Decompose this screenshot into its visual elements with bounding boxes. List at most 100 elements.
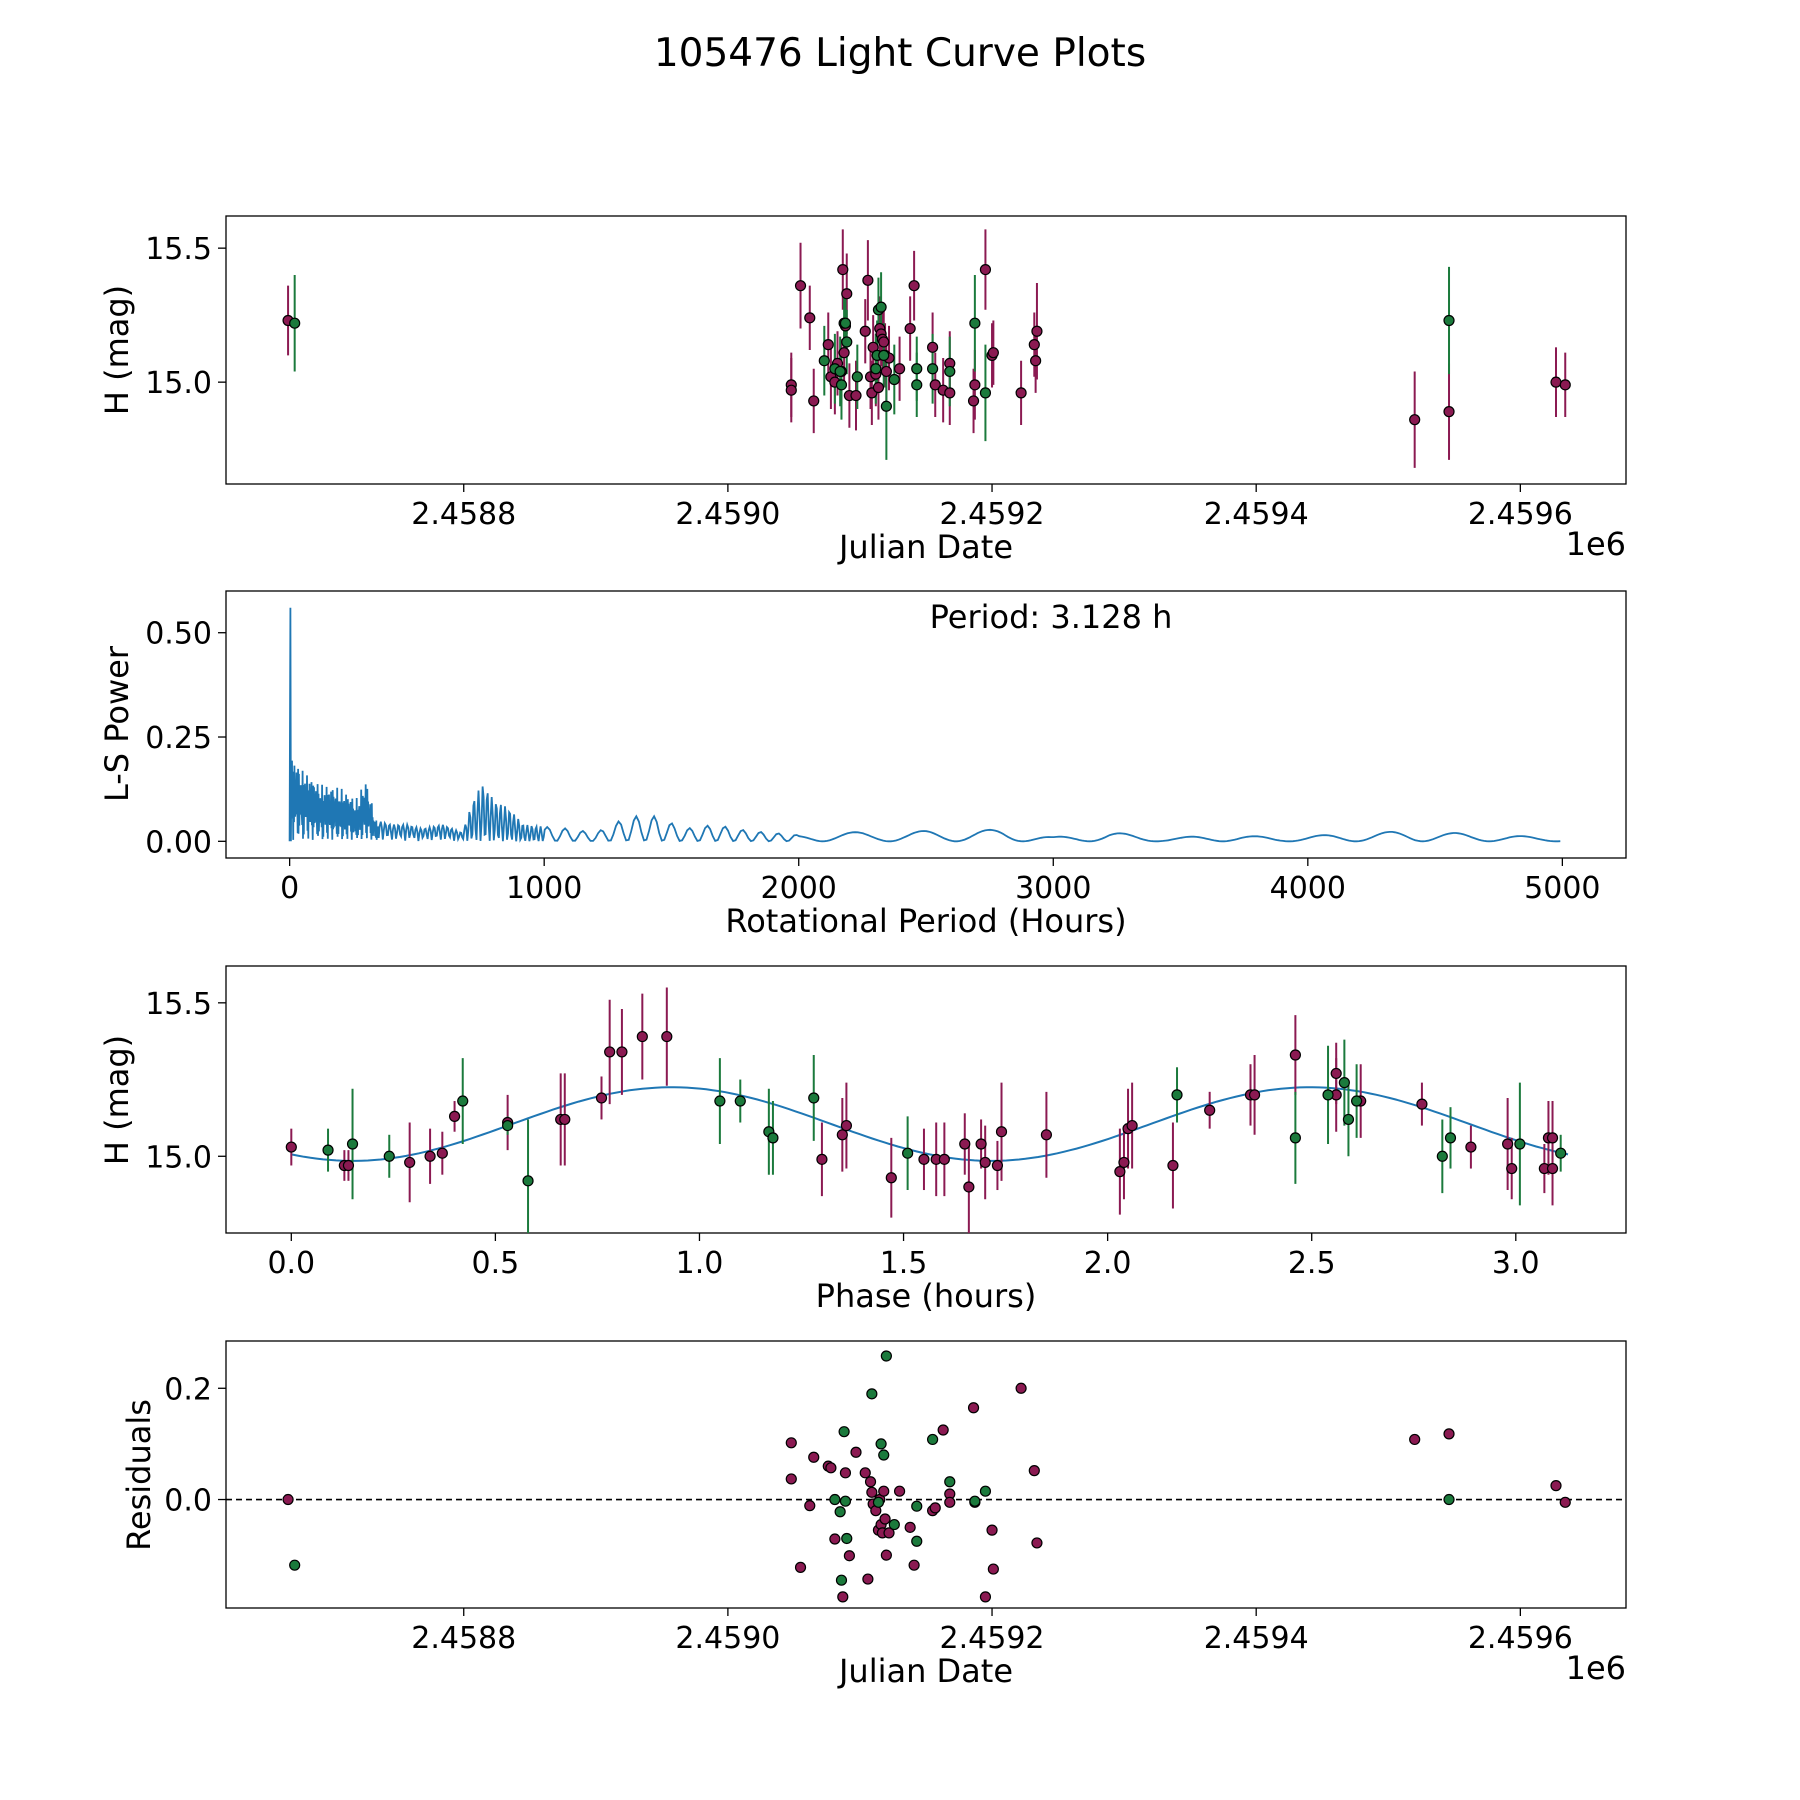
data-point-g [979, 1485, 992, 1497]
x-tick-label: 2.4594 [1204, 497, 1309, 532]
data-point-r [1559, 1496, 1571, 1508]
x-tick-label: 2.5 [1288, 1246, 1336, 1281]
data-point-r [904, 322, 916, 335]
data-point-g [911, 1535, 923, 1547]
data-point-r [808, 395, 820, 407]
figure-title: 105476 Light Curve Plots [654, 31, 1146, 76]
x-tick-label: 2.4596 [1468, 1621, 1573, 1656]
data-point-r [436, 1147, 448, 1159]
data-point-g [818, 355, 830, 367]
phase-marks [285, 987, 1569, 1233]
data-point-r [1118, 1156, 1130, 1169]
phase-ticks: 0.0 0.5 1.0 1.5 2.0 2.5 3.0 15.0 15.5 [145, 987, 1539, 1281]
data-point-r [837, 264, 849, 276]
x-tick-label: 3000 [1015, 871, 1091, 906]
x-tick-label: 3.0 [1492, 1246, 1540, 1281]
data-point-g [875, 1438, 887, 1450]
data-point-r [1443, 1428, 1455, 1440]
data-point-r [850, 389, 862, 402]
data-point-r [838, 347, 850, 359]
data-point-r [880, 1549, 892, 1561]
data-point-r [987, 347, 999, 359]
x-tick-label: 0.5 [472, 1246, 520, 1281]
x-tick-label: 2.4588 [411, 1621, 516, 1656]
data-point-r [927, 341, 939, 353]
light-curve-marks [282, 229, 1571, 468]
light-curve-x-offset: 1e6 [1566, 525, 1626, 563]
data-point-r [794, 280, 807, 292]
data-point-r [836, 1129, 848, 1141]
data-point-r [878, 1485, 890, 1497]
data-point-r [843, 1550, 855, 1562]
periodogram-ylabel: L-S Power [98, 645, 136, 802]
light-curve-ylabel: H (mag) [98, 285, 136, 415]
data-point-r [1506, 1162, 1518, 1175]
data-point-r [785, 1437, 797, 1449]
data-point-r [885, 1172, 897, 1184]
phase-panel: 0.0 0.5 1.0 1.5 2.0 2.5 3.0 15.0 15.5 Phase (hou… [98, 965, 1627, 1315]
data-point-r [979, 264, 992, 276]
periodogram-axes-frame [225, 590, 1627, 859]
data-point-r [893, 363, 906, 375]
data-point-g [767, 1132, 779, 1144]
x-tick-label: 2.4592 [940, 497, 1045, 532]
data-point-r [929, 379, 941, 391]
data-point-r [864, 1476, 877, 1488]
data-point-r [929, 1502, 941, 1514]
data-point-r [1126, 1119, 1138, 1132]
data-point-r [1248, 1089, 1261, 1101]
phase-ylabel: H (mag) [98, 1035, 136, 1165]
data-point-r [661, 1030, 673, 1043]
data-point-g [1351, 1095, 1363, 1107]
data-point-g [878, 349, 890, 361]
data-point-r [825, 1462, 837, 1474]
x-tick-label: 2000 [761, 871, 837, 906]
data-point-r [987, 1563, 999, 1575]
data-point-g [839, 317, 852, 329]
data-point-r [829, 1533, 841, 1545]
residuals-ylabel: Residuals [120, 1399, 158, 1551]
data-point-g [346, 1138, 359, 1150]
x-tick-label: 2.4594 [1204, 1621, 1309, 1656]
data-point-g [457, 1095, 469, 1107]
data-point-g [875, 301, 887, 313]
data-point-g [880, 400, 892, 412]
data-point-r [969, 379, 981, 391]
data-point-r [424, 1150, 436, 1162]
data-point-g [1338, 1077, 1350, 1089]
data-point-r [1031, 325, 1043, 337]
data-point-r [1031, 1537, 1043, 1549]
data-point-r [967, 1402, 980, 1414]
data-point-r [1114, 1166, 1126, 1178]
data-point-r [995, 1126, 1008, 1138]
x-tick-label: 2.4596 [1468, 497, 1573, 532]
data-point-r [1409, 414, 1421, 426]
data-point-r [893, 1485, 906, 1497]
data-point-g [289, 1559, 301, 1571]
data-point-g [834, 1506, 846, 1518]
data-point-r [850, 1446, 862, 1458]
data-point-g [734, 1095, 746, 1107]
phase-axes-frame [225, 965, 1627, 1234]
data-point-r [1443, 406, 1455, 418]
data-point-g [714, 1095, 726, 1107]
data-point-g [1514, 1138, 1526, 1150]
x-tick-label: 0 [280, 871, 299, 906]
data-point-g [383, 1150, 395, 1162]
data-point-g [1436, 1150, 1448, 1162]
periodogram-marks [288, 607, 1561, 843]
data-point-g [1555, 1147, 1567, 1159]
data-point-g [911, 379, 923, 391]
data-point-r [1028, 339, 1040, 351]
data-point-g [927, 1433, 939, 1446]
data-point-g [888, 373, 900, 386]
data-point-r [866, 1486, 878, 1498]
x-tick-label: 1.5 [880, 1246, 928, 1281]
data-point-r [1502, 1138, 1514, 1150]
data-point-r [448, 1110, 461, 1122]
data-point-r [938, 1153, 950, 1165]
data-point-g [1322, 1089, 1334, 1101]
data-point-r [859, 1467, 871, 1479]
data-point-r [1167, 1159, 1179, 1172]
residuals-marks [226, 1350, 1626, 1603]
